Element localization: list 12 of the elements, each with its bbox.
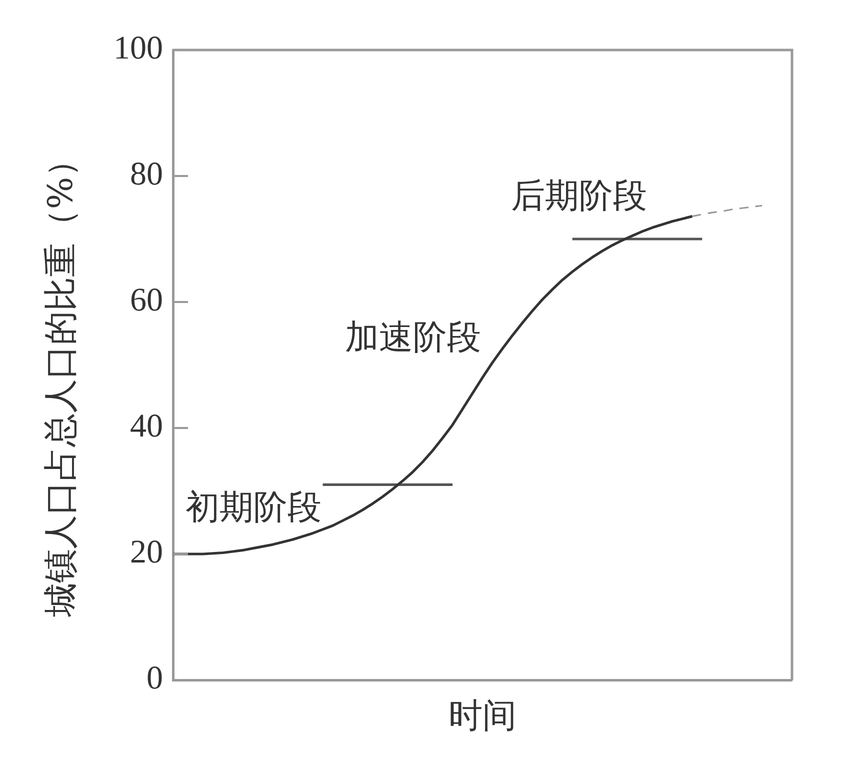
y-tick-label: 80 <box>130 156 163 193</box>
y-tick-label: 100 <box>114 30 163 67</box>
x-axis-title: 时间 <box>448 696 516 736</box>
y-tick-label: 40 <box>130 408 163 445</box>
y-tick-label: 0 <box>146 660 163 697</box>
annotation: 加速阶段 <box>345 318 482 358</box>
annotation: 初期阶段 <box>185 488 322 528</box>
y-tick-label: 60 <box>130 282 163 319</box>
y-axis-title: 城镇人口占总人口的比重（%） <box>40 142 81 618</box>
line-series <box>691 204 763 218</box>
annotation: 后期阶段 <box>511 176 648 216</box>
y-tick-label: 20 <box>130 534 163 571</box>
